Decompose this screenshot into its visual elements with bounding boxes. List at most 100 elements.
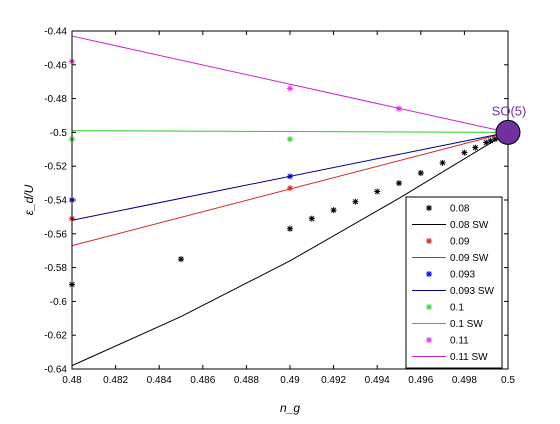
legend-box xyxy=(405,196,503,369)
data-point-s2-1-glyph xyxy=(287,185,293,192)
x-tick-label-9: 0.498 xyxy=(452,375,477,386)
data-point-s0-13 xyxy=(487,137,494,144)
x-axis-label: n_g xyxy=(280,401,300,415)
data-point-s0-14-glyph xyxy=(491,136,498,143)
data-point-s6-1-glyph xyxy=(287,136,293,143)
y-tick-label-5: -0.54 xyxy=(44,196,67,207)
legend-label: 0.08 SW xyxy=(450,220,489,231)
legend-label: 0.1 SW xyxy=(450,319,483,330)
x-tick-label-2: 0.484 xyxy=(147,375,172,386)
x-tick-label-7: 0.494 xyxy=(365,375,390,386)
legend-label: 0.11 xyxy=(450,336,469,347)
legend-swatch-marker xyxy=(426,304,432,310)
data-point-s0-8-glyph xyxy=(417,169,424,176)
x-tick-label-5: 0.49 xyxy=(280,375,300,386)
legend-swatch-marker-glyph xyxy=(426,304,432,310)
axes: 0.48 0.482 0.484 0.486 0.488 0.49 0.492 0.494 0.… xyxy=(22,27,515,416)
data-point-s0-6-glyph xyxy=(374,188,381,195)
series-line-1 xyxy=(71,131,509,367)
x-tick-label-1: 0.482 xyxy=(103,375,128,386)
legend-entry-7: 0.1 SW xyxy=(412,319,483,330)
x-tick-label-6: 0.492 xyxy=(321,375,346,386)
data-point-s6-1 xyxy=(287,136,293,143)
data-point-s8-1-glyph xyxy=(287,85,293,92)
y-tick-label-0: -0.64 xyxy=(44,365,67,376)
legend-swatch-marker-glyph xyxy=(426,337,432,343)
data-point-s0-11 xyxy=(472,144,479,151)
legend-label: 0.1 xyxy=(450,303,464,314)
y-tick-label-4: -0.56 xyxy=(44,229,67,240)
legend-swatch-marker xyxy=(426,238,432,244)
x-tick-label-8: 0.496 xyxy=(408,375,433,386)
data-point-s0-1 xyxy=(178,256,184,263)
data-point-s0-10 xyxy=(461,149,468,156)
data-point-s0-11-glyph xyxy=(472,144,479,151)
series-line-3 xyxy=(71,131,509,247)
so5-label: SO(5) xyxy=(492,103,527,118)
legend-label: 0.093 xyxy=(450,270,475,281)
legend-entry-8: 0.11 xyxy=(426,336,469,347)
data-point-s0-12 xyxy=(483,139,490,146)
data-point-s0-13-glyph xyxy=(487,137,494,144)
series-line-5 xyxy=(71,131,509,221)
data-point-s0-4 xyxy=(330,207,337,214)
legend-entry-2: 0.09 xyxy=(426,237,470,248)
legend-swatch-marker-glyph xyxy=(426,238,432,244)
legend-swatch-marker xyxy=(426,205,432,211)
legend-label: 0.11 SW xyxy=(450,352,488,363)
x-tick-label-0: 0.48 xyxy=(62,375,82,386)
legend-swatch-marker xyxy=(426,271,432,277)
so5-marker xyxy=(495,119,521,145)
legend-swatch-marker-glyph xyxy=(426,271,432,277)
data-point-s2-1 xyxy=(287,185,293,192)
y-tick-label-9: -0.46 xyxy=(44,60,67,71)
data-point-s0-5 xyxy=(352,198,359,205)
series-line-7 xyxy=(71,130,509,133)
data-point-s0-4-glyph xyxy=(330,207,337,214)
legend-entry-9: 0.11 SW xyxy=(412,352,488,363)
y-axis-label: ε_d/U xyxy=(22,184,36,215)
data-point-s0-9-glyph xyxy=(439,159,446,166)
data-point-s8-1 xyxy=(287,85,293,92)
y-tick-label-1: -0.62 xyxy=(44,331,67,342)
legend-label: 0.09 SW xyxy=(450,253,489,264)
legend-label: 0.09 xyxy=(450,237,470,248)
x-tick-label-10: 0.5 xyxy=(501,375,515,386)
legend-entry-4: 0.093 xyxy=(426,270,475,281)
data-point-s0-12-glyph xyxy=(483,139,490,146)
x-tick-label-3: 0.486 xyxy=(190,375,215,386)
data-point-s0-14 xyxy=(491,136,498,143)
legend-entry-3: 0.09 SW xyxy=(412,253,489,264)
data-point-s0-3-glyph xyxy=(308,215,315,222)
x-tick-label-4: 0.488 xyxy=(234,375,259,386)
legend-swatch-marker-glyph xyxy=(426,205,432,211)
legend: 0.08 0.08 SW 0.09 0.09 SW 0.093 0.093 SW 0.1 0.… xyxy=(405,196,503,369)
y-tick-label-2: -0.6 xyxy=(50,297,68,308)
data-point-s0-7-glyph xyxy=(396,180,402,187)
data-point-s0-10-glyph xyxy=(461,149,468,156)
legend-swatch-marker xyxy=(426,337,432,343)
y-tick-label-3: -0.58 xyxy=(44,263,67,274)
y-tick-label-8: -0.48 xyxy=(44,94,67,105)
annotation-layer: SO(5) xyxy=(492,103,527,145)
data-point-s0-5-glyph xyxy=(352,198,359,205)
y-tick-label-7: -0.5 xyxy=(50,128,68,139)
y-tick-label-10: -0.44 xyxy=(44,27,67,38)
legend-entry-6: 0.1 xyxy=(426,303,464,314)
legend-entry-5: 0.093 SW xyxy=(412,286,494,297)
legend-entry-0: 0.08 xyxy=(426,204,470,215)
legend-label: 0.08 xyxy=(450,204,470,215)
data-point-s0-8 xyxy=(417,169,424,176)
data-point-s0-3 xyxy=(308,215,315,222)
data-point-s0-9 xyxy=(439,159,446,166)
data-point-s0-7 xyxy=(396,180,402,187)
legend-entry-1: 0.08 SW xyxy=(412,220,489,231)
legend-label: 0.093 SW xyxy=(450,286,494,297)
series-line-9 xyxy=(71,35,509,133)
data-point-s0-6 xyxy=(374,188,381,195)
data-point-s0-1-glyph xyxy=(178,256,184,263)
y-tick-label-6: -0.52 xyxy=(44,162,67,173)
data-point-s0-2 xyxy=(287,225,293,232)
data-point-s0-2-glyph xyxy=(287,225,293,232)
